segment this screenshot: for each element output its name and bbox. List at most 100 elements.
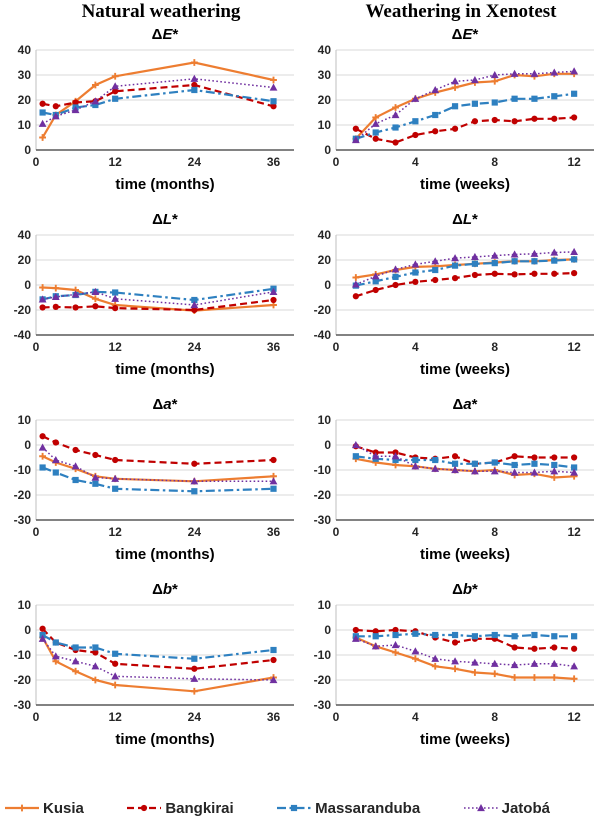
svg-text:36: 36 [267,710,281,724]
svg-text:-20: -20 [14,488,32,502]
svg-text:0: 0 [324,623,331,637]
x-axis-label: time (weeks) [419,731,511,748]
svg-text:36: 36 [267,155,281,169]
svg-text:0: 0 [33,710,40,724]
charts-grid: ΔE* 0 10 20 30 40 0 12 24 36 time (months) ΔE* 0… [0,26,600,790]
plot-da-xenotest: -30 -20 -10 0 10 0 4 8 12 [314,414,594,539]
svg-text:40: 40 [18,229,32,242]
svg-text:24: 24 [188,710,202,724]
svg-text:36: 36 [267,525,281,539]
chart-title: Δb* [152,581,178,598]
column-header-xenotest: Weathering in Xenotest [365,1,557,22]
chart-title: Δa* [152,396,178,413]
svg-text:0: 0 [333,525,340,539]
chart-db-natural: Δb* -30 -20 -10 0 10 0 12 24 36 time (months) [0,581,300,766]
svg-text:-10: -10 [14,648,32,662]
plot-da-natural: -30 -20 -10 0 10 0 12 24 36 [14,414,294,539]
svg-text:24: 24 [188,340,202,354]
bangkirai-line-marker-icon [127,804,162,812]
svg-text:-10: -10 [314,648,332,662]
svg-text:-20: -20 [314,673,332,687]
legend-item-kusia: Kusia [4,800,84,817]
svg-text:8: 8 [491,525,498,539]
svg-text:-20: -20 [14,303,32,317]
svg-text:0: 0 [324,438,331,452]
chart-title: ΔE* [451,26,479,43]
svg-text:0: 0 [324,278,331,292]
chart-title: Δb* [452,581,478,598]
svg-text:12: 12 [567,710,581,724]
svg-text:-10: -10 [314,463,332,477]
chart-dL-xenotest: ΔL* -40 -20 0 20 40 0 4 8 12 time (weeks) [300,211,600,396]
x-axis-label: time (weeks) [419,361,511,378]
svg-text:10: 10 [18,414,32,427]
x-axis-label: time (weeks) [419,546,511,563]
svg-text:0: 0 [333,155,340,169]
svg-text:-30: -30 [314,698,332,712]
plot-db-xenotest: -30 -20 -10 0 10 0 4 8 12 [314,599,594,724]
svg-text:0: 0 [24,623,31,637]
svg-text:10: 10 [18,599,32,612]
chart-title: ΔL* [152,211,178,228]
svg-text:-30: -30 [14,698,32,712]
svg-text:4: 4 [412,155,419,169]
legend-label: Bangkirai [165,799,234,817]
x-axis-label: time (weeks) [419,176,511,193]
svg-text:-40: -40 [314,328,332,342]
svg-text:12: 12 [108,525,122,539]
legend-item-jatoba: Jatobá [463,800,550,817]
svg-text:0: 0 [33,155,40,169]
svg-text:40: 40 [318,229,332,242]
svg-text:12: 12 [108,710,122,724]
massaranduba-line-marker-icon [277,804,312,812]
plot-dE-xenotest: 0 10 20 30 40 0 4 8 12 [318,44,594,169]
svg-text:8: 8 [491,340,498,354]
svg-text:-10: -10 [14,463,32,477]
svg-text:4: 4 [412,710,419,724]
x-axis-label: time (months) [115,361,215,378]
svg-text:0: 0 [33,340,40,354]
column-header-natural: Natural weathering [81,1,241,22]
svg-text:0: 0 [333,340,340,354]
legend-label: Massaranduba [315,799,421,817]
svg-text:4: 4 [412,525,419,539]
plot-dL-natural: -40 -20 0 20 40 0 12 24 36 [14,229,294,354]
svg-text:36: 36 [267,340,281,354]
svg-text:20: 20 [318,93,332,107]
svg-text:30: 30 [18,68,32,82]
svg-text:10: 10 [18,118,32,132]
chart-dL-natural: ΔL* -40 -20 0 20 40 0 12 24 36 time (months) [0,211,300,396]
svg-text:-30: -30 [14,513,32,527]
svg-text:8: 8 [491,710,498,724]
svg-text:0: 0 [24,278,31,292]
jatoba-line-marker-icon [463,804,498,812]
plot-dE-natural: 0 10 20 30 40 0 12 24 36 [18,44,294,169]
svg-text:20: 20 [318,253,332,267]
svg-text:0: 0 [33,525,40,539]
svg-text:12: 12 [108,155,122,169]
legend-item-massaranduba: Massaranduba [276,800,420,817]
svg-text:4: 4 [412,340,419,354]
svg-text:10: 10 [318,118,332,132]
x-axis-label: time (months) [115,546,215,563]
svg-text:-20: -20 [14,673,32,687]
svg-text:-40: -40 [14,328,32,342]
svg-text:40: 40 [18,44,32,57]
svg-text:0: 0 [333,710,340,724]
chart-title: ΔL* [452,211,478,228]
column-headers: Natural weathering Weathering in Xenotes… [0,0,600,26]
svg-text:12: 12 [567,525,581,539]
svg-text:12: 12 [108,340,122,354]
chart-dE-xenotest: ΔE* 0 10 20 30 40 0 4 8 12 time (weeks) [300,26,600,211]
chart-title: ΔE* [151,26,179,43]
plot-dL-xenotest: -40 -20 0 20 40 0 4 8 12 [314,229,594,354]
svg-text:8: 8 [491,155,498,169]
svg-text:10: 10 [318,599,332,612]
svg-text:30: 30 [318,68,332,82]
svg-text:12: 12 [567,340,581,354]
chart-db-xenotest: Δb* -30 -20 -10 0 10 0 4 8 12 time (weeks) [300,581,600,766]
legend-item-bangkirai: Bangkirai [126,799,234,817]
svg-text:-20: -20 [314,488,332,502]
svg-text:-30: -30 [314,513,332,527]
plot-db-natural: -30 -20 -10 0 10 0 12 24 36 [14,599,294,724]
